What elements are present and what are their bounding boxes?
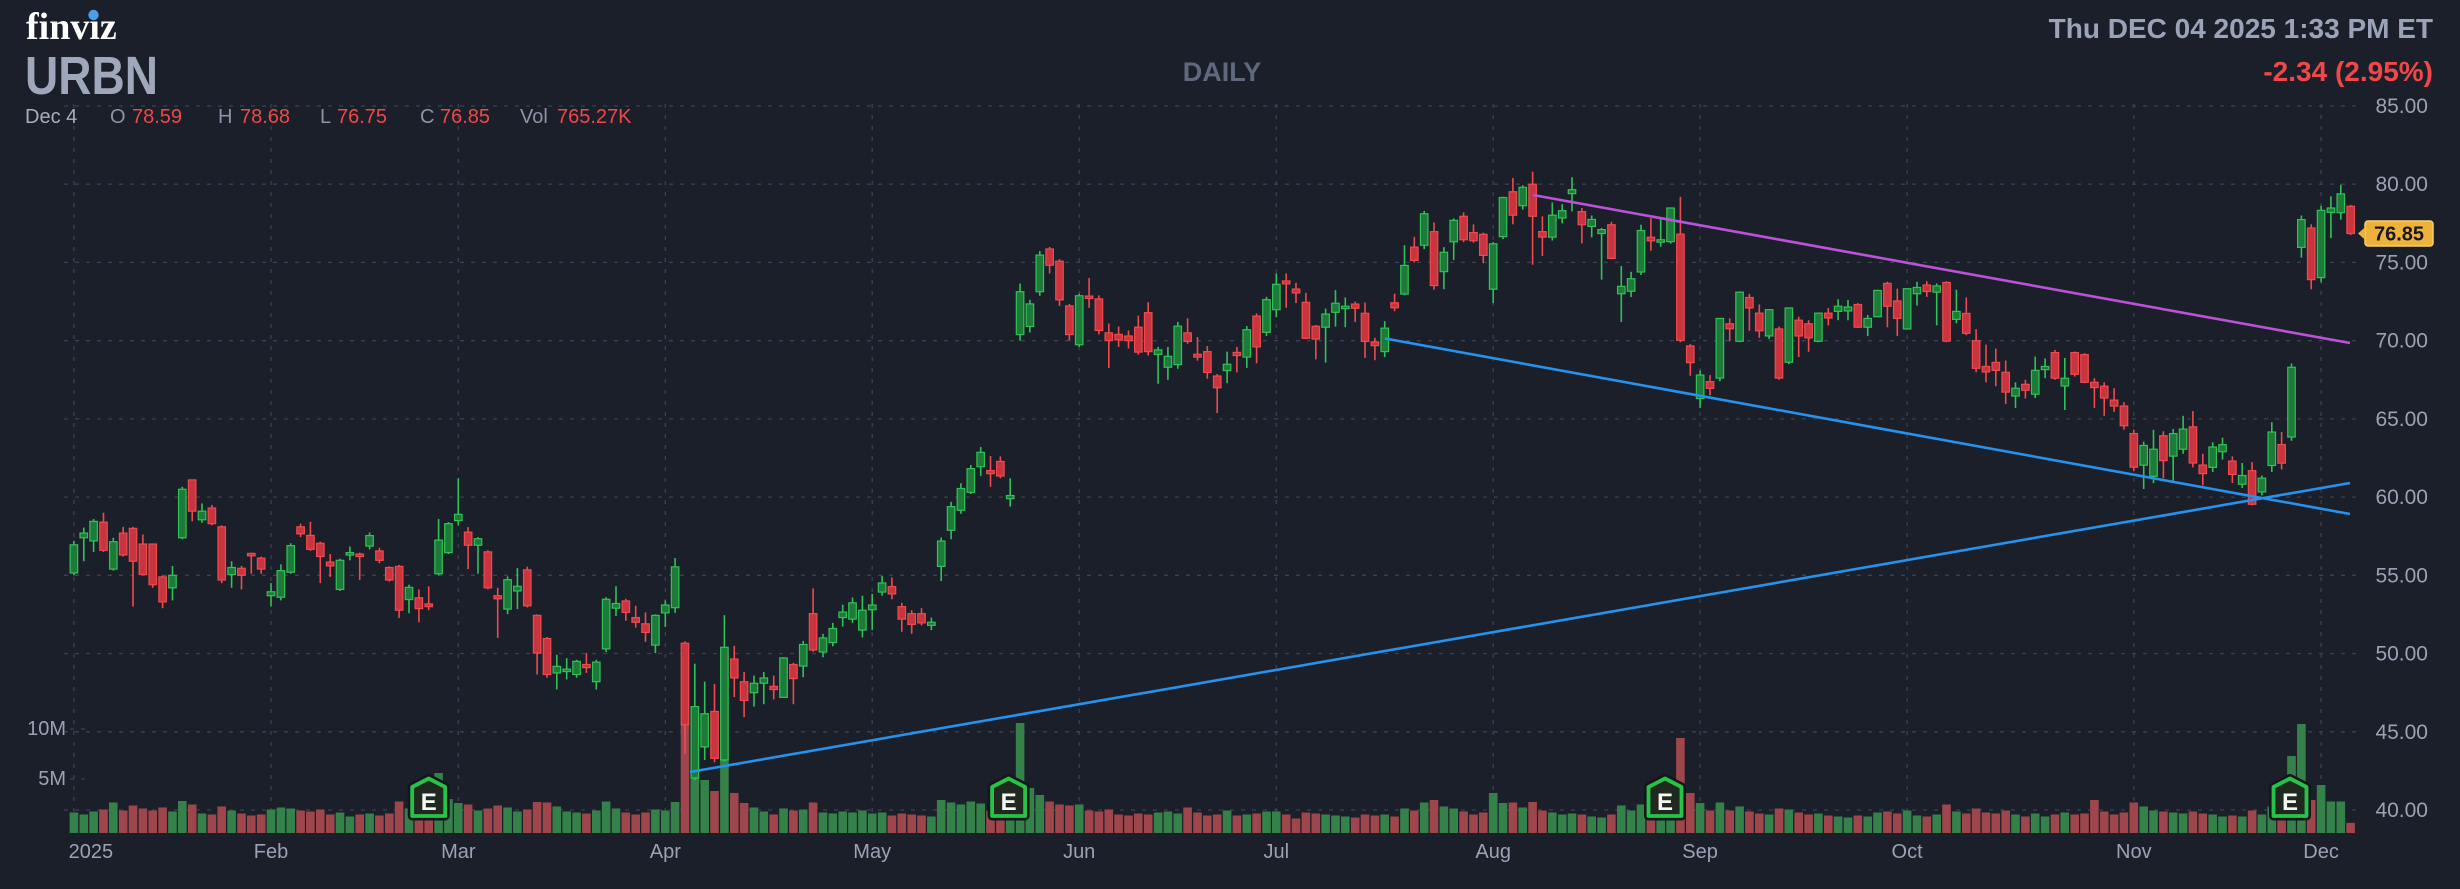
svg-text:E: E <box>1001 789 1017 816</box>
svg-text:C: C <box>420 106 434 128</box>
svg-text:50.00: 50.00 <box>2375 643 2428 666</box>
svg-text:55.00: 55.00 <box>2375 564 2428 587</box>
svg-text:75.00: 75.00 <box>2375 251 2428 274</box>
svg-text:Thu DEC 04 2025 1:33 PM ET: Thu DEC 04 2025 1:33 PM ET <box>2049 13 2433 44</box>
svg-text:DAILY: DAILY <box>1183 57 1262 87</box>
svg-text:Feb: Feb <box>254 841 288 863</box>
svg-text:Nov: Nov <box>2116 841 2152 863</box>
svg-text:45.00: 45.00 <box>2375 721 2428 744</box>
svg-text:76.85: 76.85 <box>440 106 490 128</box>
svg-text:85.00: 85.00 <box>2375 95 2428 118</box>
svg-text:Apr: Apr <box>650 841 681 863</box>
svg-text:10M: 10M <box>27 718 66 740</box>
svg-text:Dec: Dec <box>2303 841 2339 863</box>
svg-text:Sep: Sep <box>1682 841 1718 863</box>
svg-text:Jul: Jul <box>1264 841 1290 863</box>
svg-text:78.68: 78.68 <box>240 106 290 128</box>
svg-text:60.00: 60.00 <box>2375 486 2428 509</box>
svg-text:E: E <box>2282 789 2298 816</box>
svg-text:40.00: 40.00 <box>2375 799 2428 822</box>
svg-text:-2.34 (2.95%): -2.34 (2.95%) <box>2263 56 2433 87</box>
svg-text:65.00: 65.00 <box>2375 408 2428 431</box>
svg-text:E: E <box>1657 789 1673 816</box>
svg-text:finvız: finvız <box>26 6 117 48</box>
svg-text:Dec 4: Dec 4 <box>25 106 77 128</box>
svg-text:2025: 2025 <box>69 841 114 863</box>
svg-text:Mar: Mar <box>441 841 476 863</box>
svg-text:L: L <box>320 106 331 128</box>
svg-text:5M: 5M <box>38 768 66 790</box>
svg-text:765.27K: 765.27K <box>557 106 632 128</box>
svg-text:70.00: 70.00 <box>2375 330 2428 353</box>
svg-text:Jun: Jun <box>1063 841 1095 863</box>
svg-text:E: E <box>421 789 437 816</box>
svg-text:Vol: Vol <box>520 106 548 128</box>
svg-text:Aug: Aug <box>1475 841 1511 863</box>
svg-text:76.85: 76.85 <box>2374 224 2424 246</box>
svg-text:76.75: 76.75 <box>337 106 387 128</box>
svg-text:URBN: URBN <box>25 46 158 106</box>
svg-text:Oct: Oct <box>1892 841 1924 863</box>
svg-text:80.00: 80.00 <box>2375 173 2428 196</box>
svg-text:78.59: 78.59 <box>132 106 182 128</box>
svg-text:O: O <box>110 106 126 128</box>
svg-text:May: May <box>853 841 891 863</box>
svg-text:H: H <box>218 106 232 128</box>
